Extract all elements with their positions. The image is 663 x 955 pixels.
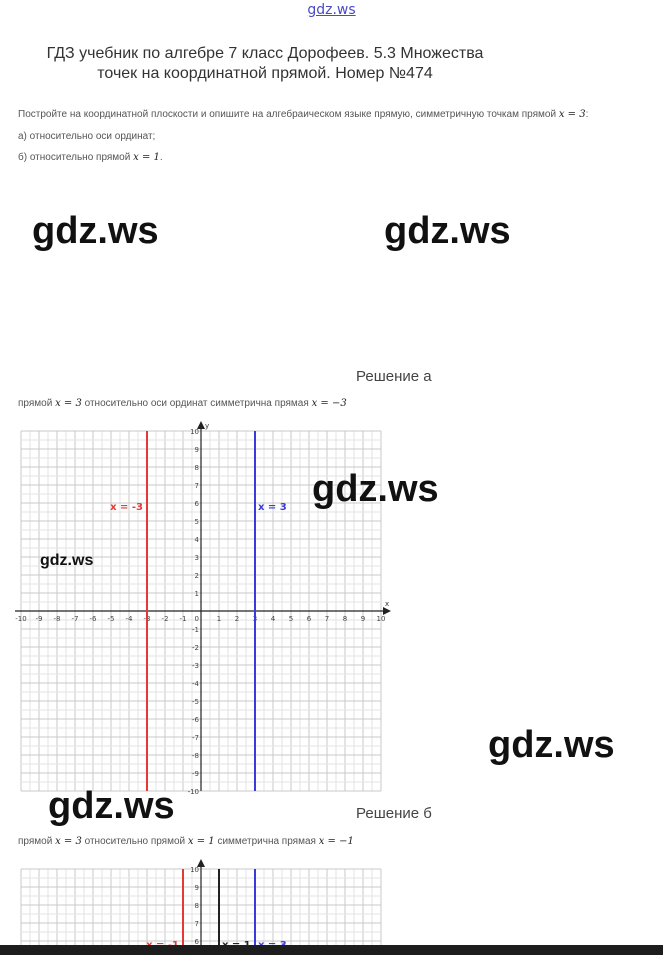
y-tick-label: 2 [195,572,199,580]
y-tick-label: -1 [192,626,199,634]
y-axis-arrow [197,859,205,867]
graph-line-label: x = 3 [258,502,287,513]
solution-b-heading: Решение б [356,805,432,822]
graph-line-label: x = 1 [222,940,251,945]
page-title-line-2: точек на координатной прямой. Номер №474 [97,65,433,82]
solution-b-pre: прямой [18,836,53,847]
x-tick-label: -4 [126,615,134,623]
x-tick-label: -2 [162,615,169,623]
watermark: gdz.ws [488,724,615,766]
x-tick-label: -10 [15,615,26,623]
solution-a-math-1: x = 3 [55,398,82,409]
y-tick-label: -5 [192,698,199,706]
watermark: gdz.ws [40,552,94,569]
x-tick-label: -1 [180,615,187,623]
y-tick-label: 9 [195,884,199,892]
solution-a-pre: прямой [18,398,53,409]
x-tick-label: 1 [217,615,221,623]
y-tick-label: 8 [195,464,199,472]
y-tick-label: 6 [195,500,200,508]
task-item-a: а) относительно оси ординат; [18,131,156,142]
y-tick-label: 10 [190,428,199,436]
x-tick-label: -9 [36,615,43,623]
y-tick-label: -9 [192,770,199,778]
y-tick-label: 5 [195,518,199,526]
x-tick-label: -5 [108,615,115,623]
solution-a-mid: относительно оси ординат симметрична пря… [84,398,309,409]
x-axis-arrow [383,607,391,615]
y-tick-label: 3 [195,554,199,562]
task-item-b-math: x = 1 [133,152,160,163]
task-text-end: : [585,109,589,120]
y-tick-label: -8 [192,752,199,760]
task-math: x = 3 [558,109,586,120]
bottom-bar [0,945,663,955]
solution-b-math-1: x = 3 [55,836,82,847]
page-title: ГДЗ учебник по алгебре 7 класс Дорофеев.… [20,44,510,84]
x-axis-label: x [385,600,389,608]
solution-b-text: прямой x = 3 относительно прямой x = 1 с… [18,836,354,847]
x-tick-label: 9 [361,615,365,623]
x-tick-label: -6 [90,615,98,623]
solution-b-mid-2: симметрична прямая [217,836,316,847]
watermark: gdz.ws [32,210,159,252]
y-tick-label: -7 [192,734,199,742]
solution-a-heading: Решение а [356,368,432,385]
x-tick-label: -7 [72,615,79,623]
solution-b-math-2: x = 1 [187,836,215,847]
graph-a: y x -10 -9 -8 -7 -6 -5 -4 -3 -2 -1 1 2 3 4 5 6 7 8 9 10 0 -10 -9… [15,421,391,794]
x-tick-label: 5 [289,615,293,623]
y-tick-label: 6 [195,938,200,945]
task-text-main: Постройте на координатной плоскости и оп… [18,109,557,120]
task-item-b: б) относительно прямой x = 1. [18,152,163,163]
y-tick-label: 7 [195,920,199,928]
graph-line-label: x = -3 [110,502,143,513]
graph-b: 6 7 8 9 10 x = -1 x = 1 x = 3 [20,859,382,945]
x-tick-label: 10 [377,615,386,623]
x-tick-label: 6 [307,615,312,623]
watermark: gdz.ws [48,785,175,827]
y-tick-label: -10 [188,788,199,794]
x-tick-label: 7 [325,615,329,623]
solution-a-text: прямой x = 3 относительно оси ординат си… [18,398,347,409]
y-tick-label: 1 [195,590,199,598]
y-axis-arrow [197,421,205,429]
solution-b-math-3: x = −1 [318,836,354,847]
x-tick-label: -8 [54,615,61,623]
y-tick-label: 8 [195,902,199,910]
x-tick-label: 8 [343,615,347,623]
task-text: Постройте на координатной плоскости и оп… [18,109,588,120]
y-tick-label: 4 [195,536,200,544]
x-tick-label: 2 [235,615,239,623]
site-link[interactable]: gdz.ws [307,2,356,18]
y-tick-label: -4 [192,680,200,688]
solution-b-mid: относительно прямой [84,836,186,847]
graph-line-label: x = 3 [258,940,287,945]
y-tick-label: -6 [192,716,200,724]
x-tick-label: 4 [271,615,276,623]
y-tick-label: 7 [195,482,199,490]
origin-label: 0 [195,615,199,623]
y-tick-label: -3 [192,662,199,670]
watermark: gdz.ws [312,468,439,510]
y-tick-label: 9 [195,446,199,454]
task-item-b-text: б) относительно прямой [18,152,131,163]
task-item-b-end: . [159,152,163,163]
page-title-line-1: ГДЗ учебник по алгебре 7 класс Дорофеев.… [46,45,484,62]
y-tick-label: -2 [192,644,199,652]
watermark: gdz.ws [384,210,511,252]
y-tick-label: 10 [190,866,199,874]
y-axis-label: y [205,422,209,430]
graph-line-label: x = -1 [146,940,179,945]
solution-a-math-2: x = −3 [311,398,347,409]
